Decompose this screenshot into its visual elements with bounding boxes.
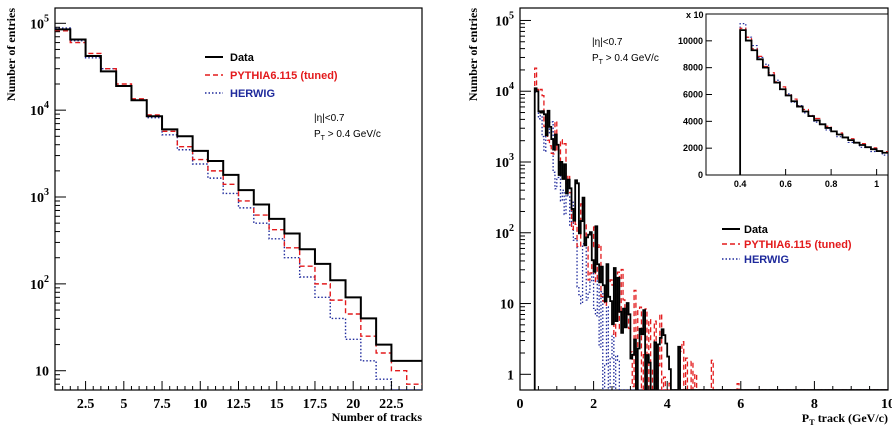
right-legend-label-2: HERWIG xyxy=(744,254,789,266)
left-legend-label-2: HERWIG xyxy=(230,88,275,100)
right-series-0 xyxy=(533,87,888,390)
right-x-tick-label: 2 xyxy=(590,397,597,412)
right-x-tick-label: 6 xyxy=(737,397,744,412)
right-x-tick-label: 0 xyxy=(517,397,524,412)
left-eta-cut-label: |η|<0.7 xyxy=(314,113,345,124)
left-x-axis-title: Number of tracks xyxy=(332,410,423,424)
left-x-tick-label: 7.5 xyxy=(153,397,171,412)
left-x-tick-label: 22.5 xyxy=(379,397,404,412)
left-y-tick-label: 105 xyxy=(30,13,49,32)
right-y-tick-label: 105 xyxy=(495,10,514,29)
left-pt-cut-label: PT > 0.4 GeV/c xyxy=(314,129,381,142)
inset-x-tick-label: 0.4 xyxy=(734,179,747,189)
left-y-axis-title: Number of entries xyxy=(4,8,18,101)
left-y-tick-label: 102 xyxy=(30,274,49,293)
left-series-0 xyxy=(55,28,422,362)
right-x-axis-title: PT track (GeV/c) xyxy=(802,411,888,427)
right-x-tick-label: 8 xyxy=(811,397,818,412)
inset-y-tick-label: 4000 xyxy=(683,116,703,126)
right-x-tick-label: 4 xyxy=(664,397,671,412)
left-series-1 xyxy=(55,30,422,385)
left-x-tick-label: 5 xyxy=(120,397,127,412)
left-x-tick-label: 15 xyxy=(270,397,284,412)
left-x-tick-label: 17.5 xyxy=(303,397,328,412)
right-x-tick-label: 10 xyxy=(881,397,892,412)
left-x-tick-label: 2.5 xyxy=(77,397,95,412)
inset-series-2 xyxy=(739,23,888,175)
left-legend-label-1: PYTHIA6.115 (tuned) xyxy=(230,70,338,82)
left-y-tick-label: 104 xyxy=(30,100,49,119)
right-y-tick-label: 1 xyxy=(507,368,514,383)
right-pt-cut-label: PT > 0.4 GeV/c xyxy=(592,53,659,66)
inset-y-tick-label: 10000 xyxy=(678,36,703,46)
right-y-tick-label: 102 xyxy=(495,223,514,242)
inset-x-tick-label: 0.8 xyxy=(825,179,838,189)
inset-y-tick-label: 2000 xyxy=(683,143,703,153)
right-y-axis-title: Number of entries xyxy=(466,8,480,101)
inset-x-tick-label: 1 xyxy=(874,179,879,189)
inset-x-tick-label: 0.6 xyxy=(779,179,792,189)
left-y-tick-label: 103 xyxy=(30,187,49,206)
inset-y-tick-label: 8000 xyxy=(683,63,703,73)
inset-scale-label: x 10 xyxy=(686,10,704,20)
right-y-tick-label: 104 xyxy=(495,81,514,100)
right-legend-label-1: PYTHIA6.115 (tuned) xyxy=(744,239,852,251)
right-y-tick-label: 103 xyxy=(495,152,514,171)
left-x-tick-label: 10 xyxy=(193,397,207,412)
left-legend-label-0: Data xyxy=(230,52,255,64)
right-y-tick-label: 10 xyxy=(500,298,514,313)
left-x-tick-label: 20 xyxy=(346,397,360,412)
inset-frame xyxy=(705,13,889,176)
right-legend-label-0: Data xyxy=(744,224,769,236)
left-y-tick-label: 10 xyxy=(35,365,49,380)
right-series-1 xyxy=(534,67,888,390)
inset-series-0 xyxy=(739,29,888,175)
right-eta-cut-label: |η|<0.7 xyxy=(592,37,623,48)
inset-y-tick-label: 0 xyxy=(698,170,703,180)
left-x-tick-label: 12.5 xyxy=(226,397,251,412)
inset-y-tick-label: 6000 xyxy=(683,90,703,100)
